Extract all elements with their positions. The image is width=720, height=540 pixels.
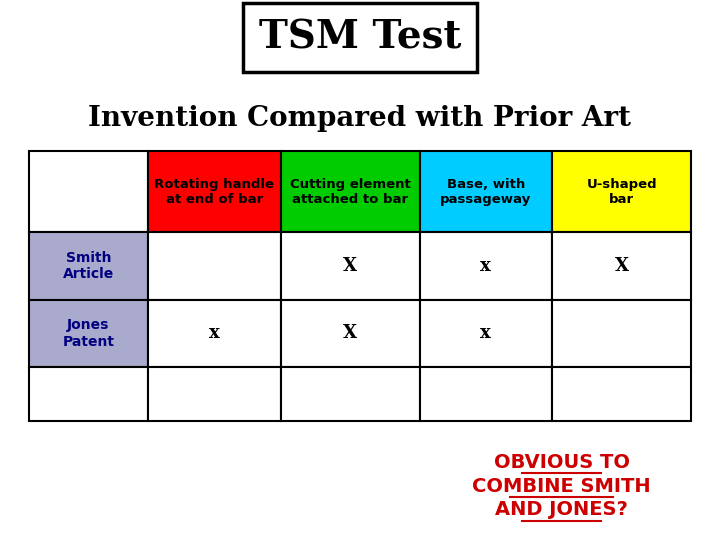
Text: COMBINE SMITH: COMBINE SMITH xyxy=(472,476,651,496)
Text: U-shaped
bar: U-shaped bar xyxy=(586,178,657,206)
FancyBboxPatch shape xyxy=(552,367,691,421)
FancyBboxPatch shape xyxy=(29,367,148,421)
Text: X: X xyxy=(343,325,357,342)
Text: Invention Compared with Prior Art: Invention Compared with Prior Art xyxy=(89,105,631,132)
Text: TSM Test: TSM Test xyxy=(258,19,462,57)
Text: Cutting element
attached to bar: Cutting element attached to bar xyxy=(289,178,410,206)
FancyBboxPatch shape xyxy=(29,300,148,367)
Text: Base, with
passageway: Base, with passageway xyxy=(440,178,531,206)
FancyBboxPatch shape xyxy=(29,232,148,300)
Text: x: x xyxy=(480,257,491,275)
FancyBboxPatch shape xyxy=(552,300,691,367)
FancyBboxPatch shape xyxy=(281,151,420,232)
FancyBboxPatch shape xyxy=(420,151,552,232)
FancyBboxPatch shape xyxy=(29,151,148,232)
FancyBboxPatch shape xyxy=(148,151,281,232)
Text: X: X xyxy=(615,257,629,275)
FancyBboxPatch shape xyxy=(552,151,691,232)
FancyBboxPatch shape xyxy=(281,300,420,367)
Text: x: x xyxy=(480,325,491,342)
Text: Smith
Article: Smith Article xyxy=(63,251,114,281)
FancyBboxPatch shape xyxy=(148,232,281,300)
Text: AND JONES?: AND JONES? xyxy=(495,500,628,519)
Text: Jones
Patent: Jones Patent xyxy=(63,319,114,348)
Text: x: x xyxy=(209,325,220,342)
Text: X: X xyxy=(343,257,357,275)
FancyBboxPatch shape xyxy=(552,232,691,300)
FancyBboxPatch shape xyxy=(281,367,420,421)
FancyBboxPatch shape xyxy=(420,300,552,367)
Text: Rotating handle
at end of bar: Rotating handle at end of bar xyxy=(154,178,274,206)
FancyBboxPatch shape xyxy=(420,367,552,421)
FancyBboxPatch shape xyxy=(420,232,552,300)
FancyBboxPatch shape xyxy=(281,232,420,300)
FancyBboxPatch shape xyxy=(148,367,281,421)
FancyBboxPatch shape xyxy=(148,300,281,367)
Text: OBVIOUS TO: OBVIOUS TO xyxy=(494,453,629,472)
